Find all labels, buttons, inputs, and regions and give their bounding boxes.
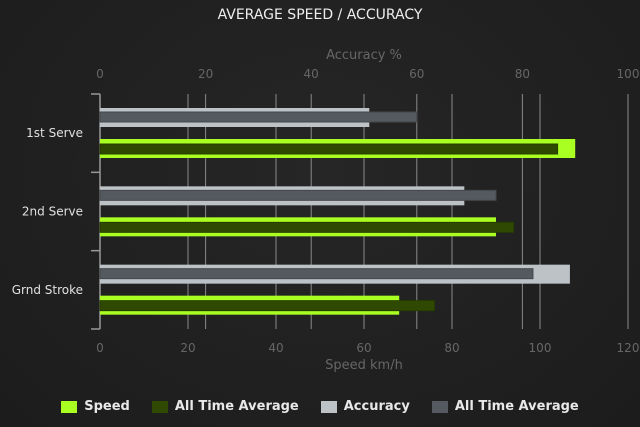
bar-accuracy-average [99,189,497,201]
legend-label: Accuracy [343,399,410,414]
x-bottom-tick-label: 20 [180,341,195,355]
x-bottom-tick-label: 60 [356,341,371,355]
legend-item-accuracy-average[interactable]: All Time Average [431,399,579,414]
legend-swatch [61,400,78,413]
x-bottom-tick-label: 40 [268,341,283,355]
legend-swatch [320,400,337,413]
legend-swatch [431,400,448,413]
x-bottom-tick-label: 80 [444,341,459,355]
x-top-tick-label: 60 [409,67,424,81]
legend-label: Speed [84,399,130,414]
category-label: 1st Serve [26,126,83,140]
x-bottom-tick-label: 100 [529,341,552,355]
category-label: Grnd Stroke [12,283,83,297]
x-top-tick-label: 100 [617,67,640,81]
legend-item-speed[interactable]: Speed [61,399,130,414]
x-top-tick-label: 0 [96,67,104,81]
x-top-tick-label: 80 [515,67,530,81]
legend: Speed All Time Average Accuracy All Time… [0,399,640,414]
x-top-tick-label: 40 [304,67,319,81]
x-bottom-tick-label: 0 [96,341,104,355]
bar-accuracy-average [99,111,418,123]
category-label: 2nd Serve [22,205,83,219]
chart-title: AVERAGE SPEED / ACCURACY [217,7,423,23]
x-top-axis-label: Accuracy % [326,48,402,63]
legend-item-accuracy[interactable]: Accuracy [320,399,410,414]
legend-label: All Time Average [454,399,579,414]
legend-label: All Time Average [174,399,299,414]
x-bottom-axis-label: Speed km/h [325,358,403,373]
legend-swatch [151,400,168,413]
bar-speed-average [99,143,559,155]
x-top-tick-label: 20 [198,67,213,81]
bar-speed-average [99,221,515,233]
x-bottom-tick-label: 120 [617,341,640,355]
bar-speed-average [99,300,435,312]
bar-accuracy-average [99,268,534,280]
legend-item-speed-average[interactable]: All Time Average [151,399,299,414]
